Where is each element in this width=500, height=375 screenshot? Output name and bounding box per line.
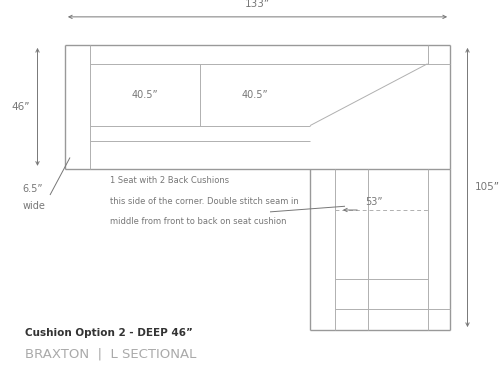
Text: Cushion Option 2 - DEEP 46”: Cushion Option 2 - DEEP 46” [25,327,193,338]
Text: 133”: 133” [245,0,270,9]
Text: middle from front to back on seat cushion: middle from front to back on seat cushio… [110,217,286,226]
Text: 40.5”: 40.5” [242,90,268,100]
Text: 105”: 105” [475,183,500,192]
Text: this side of the corner. Double stitch seam in: this side of the corner. Double stitch s… [110,197,299,206]
Text: 53”: 53” [365,197,382,207]
Text: wide: wide [22,201,46,211]
Text: 1 Seat with 2 Back Cushions: 1 Seat with 2 Back Cushions [110,176,229,185]
Text: 6.5”: 6.5” [22,184,43,194]
Text: 40.5”: 40.5” [132,90,158,100]
Text: BRAXTON  |  L SECTIONAL: BRAXTON | L SECTIONAL [25,347,196,360]
Text: 46”: 46” [12,102,30,112]
